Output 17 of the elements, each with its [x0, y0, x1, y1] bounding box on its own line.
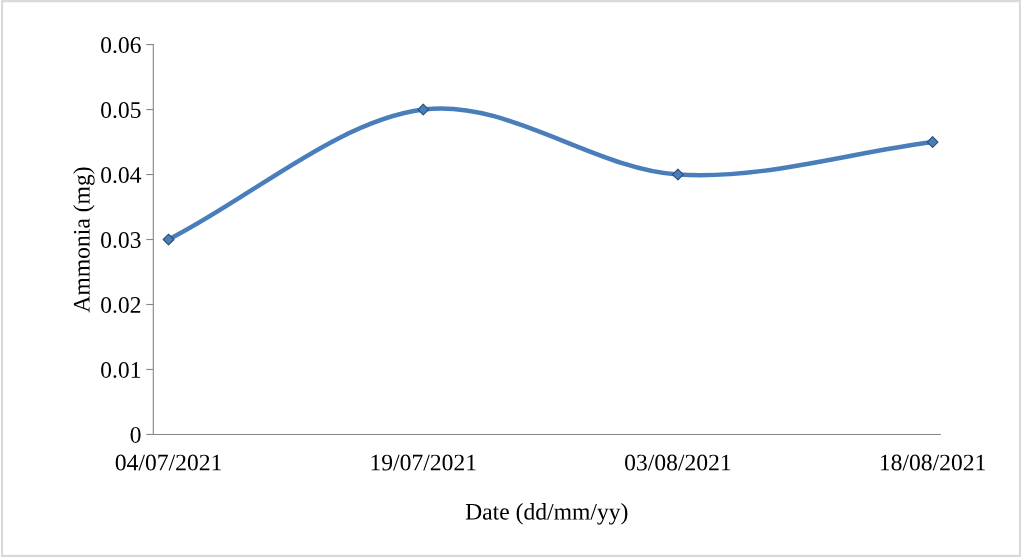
point [417, 103, 430, 116]
x-axis-title: Date (dd/mm/yy) [465, 503, 628, 525]
point [671, 168, 684, 181]
y-axis-title: Ammonia (mg) [73, 167, 95, 313]
x-tick-label: 04/07/2021 [115, 454, 221, 471]
y-tick-label: 0 [130, 426, 141, 443]
x-tick-label: 19/07/2021 [371, 454, 476, 471]
point [926, 136, 939, 148]
x-tick-label: 18/08/2021 [880, 454, 985, 471]
y-tick-label: 0.05 [101, 102, 141, 119]
x-tick-label: 03/08/2021 [625, 454, 731, 471]
y-tick-label: 0.03 [101, 232, 141, 249]
y-tick-label: 0.06 [101, 37, 141, 54]
point [162, 233, 175, 246]
y-tick-label: 0.04 [101, 167, 142, 184]
y-tick-label: 0.02 [101, 296, 141, 314]
y-tick-label: 0.01 [101, 361, 141, 378]
